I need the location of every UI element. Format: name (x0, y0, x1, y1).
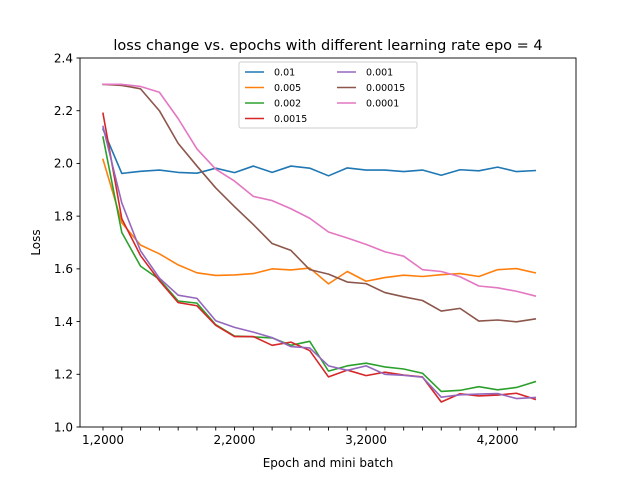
axes-frame (79, 57, 577, 428)
x-tick-label: 2,2000 (214, 433, 256, 447)
x-tick-label: 1,2000 (82, 433, 124, 447)
legend-label: 0.002 (274, 98, 301, 109)
legend-label: 0.0015 (274, 114, 307, 125)
legend-box (238, 61, 418, 129)
series-layer (101, 83, 537, 403)
series-line-6 (102, 83, 537, 297)
legend-label: 0.01 (274, 67, 295, 78)
axes-layer: 1.0 1.2 1.4 1.6 1.8 2.0 2.2 2.4 1,2000 2,2000 3,20… (54, 51, 577, 447)
legend-label: 0.005 (274, 83, 301, 94)
series-line-4 (102, 125, 537, 400)
legend-label: 0.00015 (366, 83, 405, 94)
x-tick-label: 4,2000 (477, 433, 519, 447)
y-tick-label: 1.0 (54, 420, 73, 434)
series-line-5 (102, 83, 537, 323)
legend-label: 0.001 (366, 67, 393, 78)
chart-title: loss change vs. epochs with different le… (113, 38, 542, 54)
x-tick-label: 3,2000 (345, 433, 387, 447)
y-tick-label: 1.4 (54, 315, 73, 329)
y-axis-label: Loss (29, 229, 43, 255)
series-line-0 (101, 128, 537, 177)
y-tick-label: 2.0 (54, 157, 73, 171)
y-tick-label: 1.8 (54, 209, 73, 223)
legend-label: 0.0001 (366, 98, 399, 109)
y-tick-label: 2.2 (54, 104, 73, 118)
x-axis-label: Epoch and mini batch (263, 456, 394, 470)
y-tick-label: 1.2 (54, 368, 73, 382)
y-tick-label: 2.4 (54, 51, 73, 65)
legend: 0.01 0.005 0.002 0.0015 0.001 0.00015 0.0001 (238, 61, 418, 129)
y-tick-label: 1.6 (54, 262, 73, 276)
series-line-1 (102, 158, 537, 285)
